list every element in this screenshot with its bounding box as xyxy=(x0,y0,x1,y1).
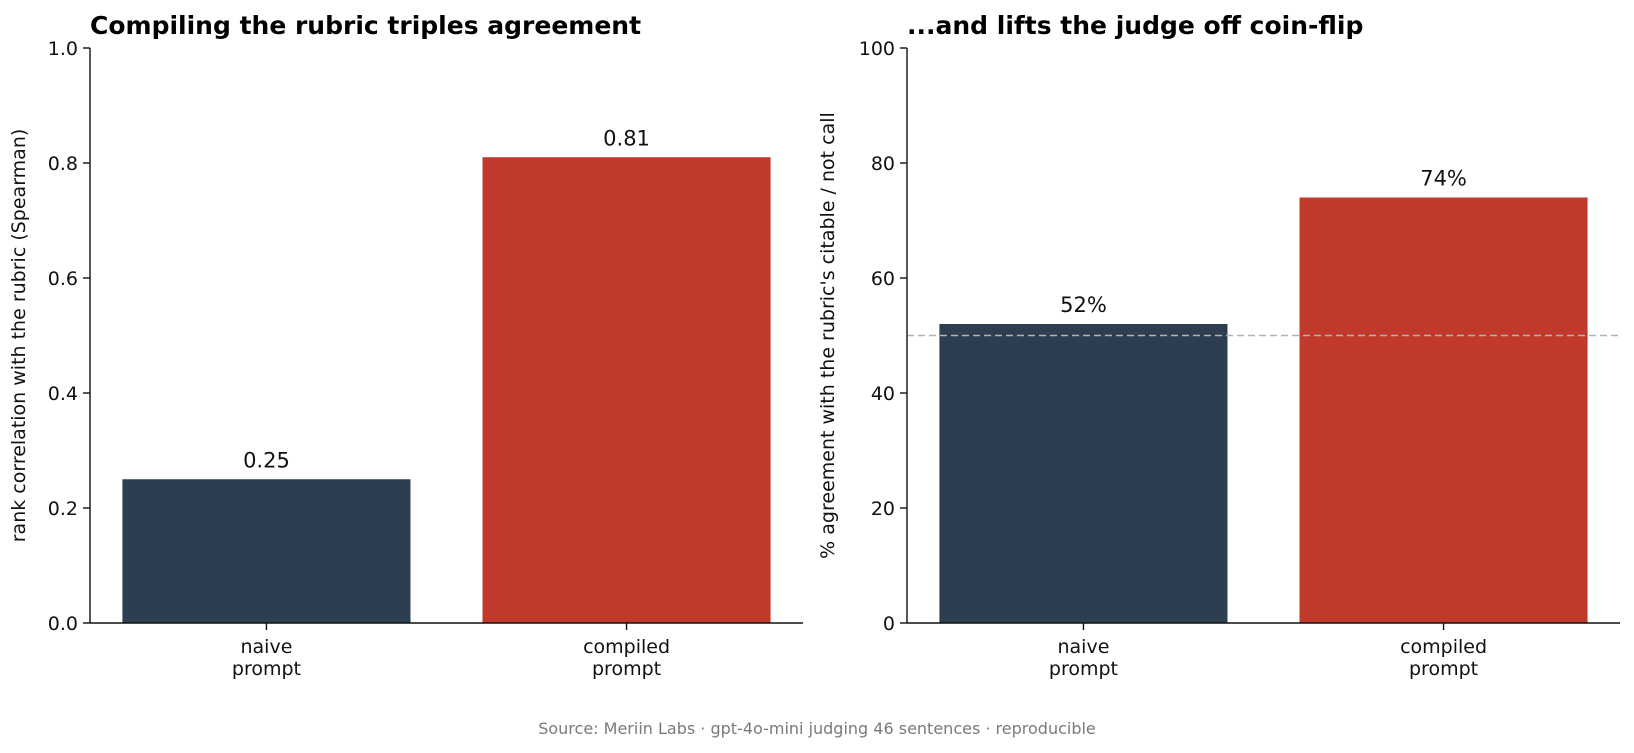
y-tick-label: 20 xyxy=(871,498,895,520)
x-tick-label-line: prompt xyxy=(232,658,301,680)
chart-title: ...and lifts the judge off coin-flip xyxy=(907,11,1363,40)
x-tick-label-line: compiled xyxy=(583,636,670,658)
y-tick-label: 80 xyxy=(871,153,895,175)
chart-title: Compiling the rubric triples agreement xyxy=(90,11,641,40)
bar-naive xyxy=(939,324,1228,623)
y-tick-label: 0.0 xyxy=(48,613,78,635)
bar-naive xyxy=(122,479,411,623)
x-tick-label: compiled prompt xyxy=(1400,636,1487,680)
left-chart-panel: Compiling the rubric triples agreement 0.… xyxy=(8,11,803,680)
y-tick-label: 1.0 xyxy=(48,38,78,60)
x-tick-label-line: prompt xyxy=(1049,658,1118,680)
x-tick-label-line: prompt xyxy=(592,658,661,680)
bar-compiled xyxy=(1299,197,1588,623)
y-tick-label: 0.2 xyxy=(48,498,78,520)
y-tick-label: 40 xyxy=(871,383,895,405)
x-tick-label-line: prompt xyxy=(1409,658,1478,680)
y-tick-label: 100 xyxy=(859,38,895,60)
y-tick-label: 60 xyxy=(871,268,895,290)
data-label: 0.81 xyxy=(603,126,650,150)
x-tick-label-line: naive xyxy=(240,636,292,658)
y-axis-label: % agreement with the rubric's citable / … xyxy=(817,112,839,559)
data-label: 0.25 xyxy=(243,448,290,472)
x-tick-label-line: compiled xyxy=(1400,636,1487,658)
right-chart-panel: ...and lifts the judge off coin-flip 52% 7… xyxy=(817,11,1620,680)
x-tick-label: compiled prompt xyxy=(583,636,670,680)
data-label: 52% xyxy=(1060,293,1107,317)
data-label: 74% xyxy=(1420,167,1467,191)
x-tick-label: naive prompt xyxy=(232,636,301,680)
x-tick-label-line: naive xyxy=(1057,636,1109,658)
x-tick-label: naive prompt xyxy=(1049,636,1118,680)
y-tick-label: 0 xyxy=(883,613,895,635)
y-tick-label: 0.4 xyxy=(48,383,78,405)
bar-compiled xyxy=(482,157,771,623)
y-axis-label: rank correlation with the rubric (Spearm… xyxy=(8,129,30,543)
y-tick-label: 0.8 xyxy=(48,153,78,175)
source-note: Source: Meriin Labs · gpt-4o-mini judgin… xyxy=(538,719,1096,738)
y-tick-label: 0.6 xyxy=(48,268,78,290)
